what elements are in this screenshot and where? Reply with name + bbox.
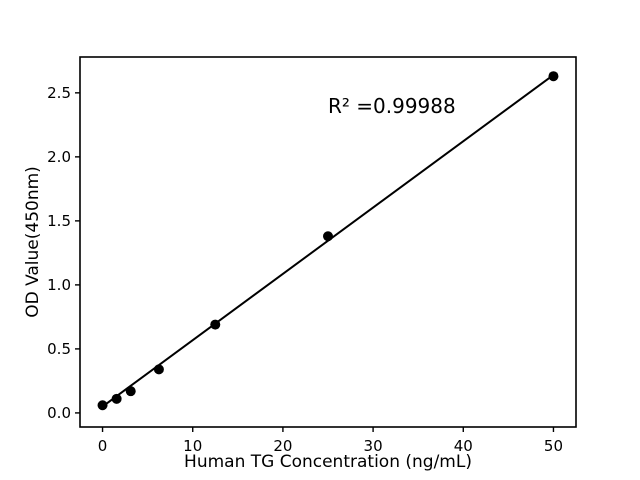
x-tick-label: 20 <box>273 437 292 455</box>
x-tick-label: 30 <box>364 437 383 455</box>
x-axis-label: Human TG Concentration (ng/mL) <box>184 452 472 472</box>
y-tick-label: 1.0 <box>47 276 71 294</box>
axes-frame <box>79 56 577 428</box>
x-tick-label: 50 <box>544 437 563 455</box>
data-point <box>548 71 559 82</box>
data-point <box>111 393 122 404</box>
data-point <box>125 386 136 397</box>
y-tick-label: 0.5 <box>47 340 71 358</box>
x-tick-label: 40 <box>454 437 473 455</box>
y-tick-label: 0.0 <box>47 404 71 422</box>
y-axis-label: OD Value(450nm) <box>23 166 43 318</box>
r-squared-annotation: R² =0.99988 <box>328 94 456 119</box>
x-tick-label: 0 <box>98 437 108 455</box>
data-point <box>97 400 108 411</box>
data-point <box>210 319 221 330</box>
y-tick-label: 2.0 <box>47 148 71 166</box>
y-tick-label: 2.5 <box>47 84 71 102</box>
data-point <box>153 364 164 375</box>
y-tick-label: 1.5 <box>47 212 71 230</box>
data-point <box>323 231 333 242</box>
x-tick-label: 10 <box>183 437 202 455</box>
